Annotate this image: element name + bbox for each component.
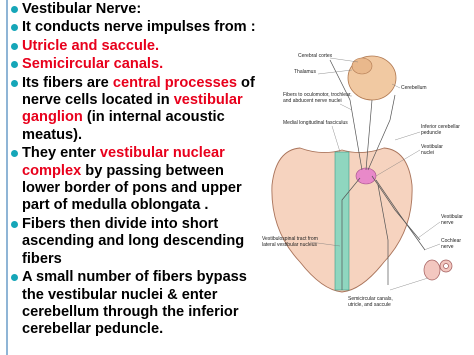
highlight-text: central processes: [112, 74, 237, 91]
highlight-text: vestibular ganglion: [22, 92, 243, 126]
bullet: A small number of fibers bypass the vest…: [10, 269, 256, 339]
diagram-label: Semicircular canals,: [348, 296, 393, 302]
bullet-text: Its fibers are: [22, 74, 113, 91]
bullet-text: A small number of fibers bypass the vest…: [22, 269, 247, 338]
highlight-text: Semicircular canals.: [22, 56, 164, 73]
thalamus-shape: [351, 57, 373, 75]
bullet-text: of nerve cells located in: [22, 74, 255, 109]
diagram-label: Vestibular: [441, 214, 463, 220]
diagram-label: peduncle: [421, 130, 442, 136]
fiber-lines: [329, 59, 426, 290]
left-rule: [6, 0, 8, 355]
label-group: Cerebral cortex Thalamus Cerebellum Fibers …: [262, 53, 463, 308]
diagram: Cerebral cortex Thalamus Cerebellum Fibers …: [262, 53, 463, 308]
bullet-text: They enter: [22, 145, 100, 162]
bullet: Utricle and saccule.: [10, 38, 256, 55]
bullet-text: Fibers then divide into short ascending …: [22, 215, 245, 267]
diagram-label: Vestibular: [421, 144, 443, 150]
diagram-label: Medial longitudinal fasciculus: [283, 120, 348, 126]
bullet: It conducts nerve impulses from :: [10, 19, 256, 36]
diagram-label: Thalamus: [294, 69, 316, 75]
bullet-text: It conducts nerve impulses from :: [22, 19, 256, 36]
diagram-label: lateral vestibular nucleus: [262, 242, 318, 248]
diagram-label: nerve: [441, 244, 454, 250]
diagram-label: Cochlear: [441, 238, 461, 244]
diagram-label: Inferior cerebellar: [421, 124, 460, 130]
diagram-label: and abducent nerve nuclei: [283, 98, 342, 104]
diagram-label: nerve: [441, 220, 454, 226]
bullet: Vestibular Nerve:: [10, 1, 256, 18]
highlight-text: Utricle and saccule.: [22, 37, 160, 54]
bullet: Fibers then divide into short ascending …: [10, 216, 256, 268]
diagram-label: Vestibulospinal tract from: [262, 236, 318, 242]
leader-lines: [309, 57, 441, 291]
bullet: They enter vestibular nuclear complex by…: [10, 145, 256, 215]
diagram-label: utricle, and saccule: [348, 302, 391, 308]
diagram-label: Cerebellum: [401, 85, 427, 91]
nucleus-shape: [355, 167, 377, 185]
bullet: Semicircular canals.: [10, 56, 256, 73]
highlight-text: vestibular nuclear complex: [22, 145, 225, 179]
bullet: Its fibers are central processes of nerv…: [10, 75, 256, 145]
diagram-label: Fibers to oculomotor, trochlear,: [283, 92, 352, 98]
bullet-text: by passing between lower border of pons …: [22, 162, 242, 214]
bullet-text: (in internal acoustic meatus).: [22, 109, 225, 143]
bullet-list: Vestibular Nerve: It conducts nerve impul…: [10, 1, 256, 340]
bullet-text: Vestibular Nerve:: [22, 1, 142, 17]
diagram-label: Cerebral cortex: [298, 53, 333, 59]
diagram-label: nuclei: [421, 150, 434, 156]
ear-shape: [423, 259, 453, 281]
